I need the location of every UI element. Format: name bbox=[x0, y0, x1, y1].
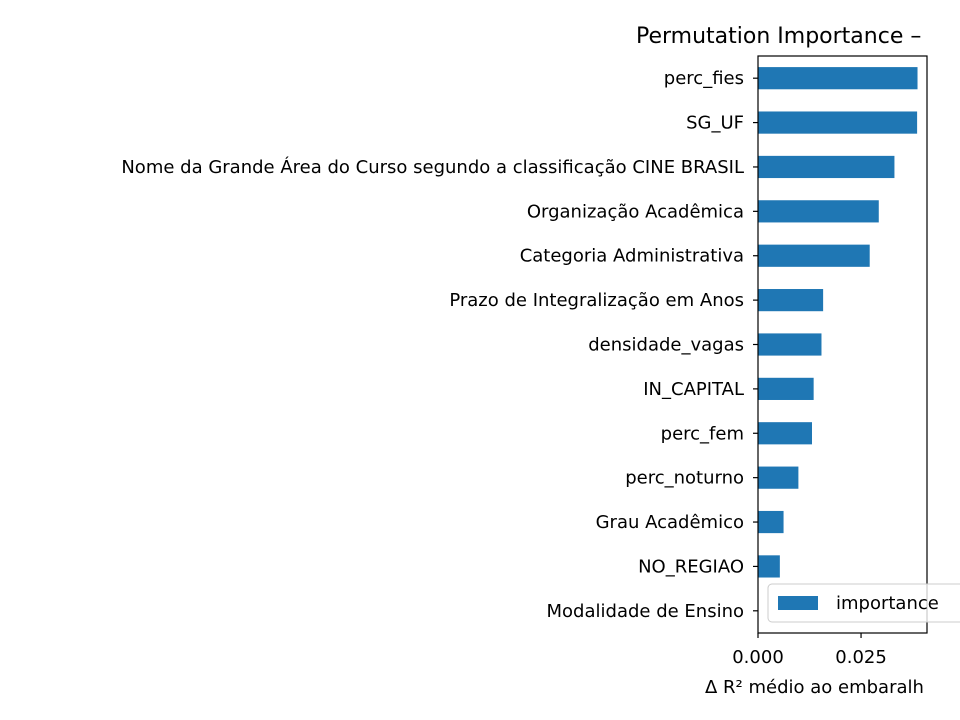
category-label: Prazo de Integralização em Anos bbox=[449, 290, 744, 311]
category-label: NO_REGIAO bbox=[638, 556, 744, 577]
category-label: perc_fem bbox=[661, 423, 744, 444]
x-axis: 0.000 0.025 bbox=[732, 633, 887, 668]
axes-frame bbox=[757, 55, 928, 634]
bars-group bbox=[758, 67, 918, 578]
bar bbox=[758, 244, 870, 267]
category-label: Modalidade de Ensino bbox=[547, 601, 744, 622]
bar bbox=[758, 67, 918, 90]
bar bbox=[758, 155, 895, 179]
y-ticks bbox=[753, 77, 758, 612]
category-label: SG_UF bbox=[686, 113, 744, 134]
bar bbox=[758, 289, 824, 312]
category-labels: perc_fies SG_UF Nome da Grande Área do Cur… bbox=[121, 68, 744, 622]
bar bbox=[758, 333, 822, 356]
category-label: densidade_vagas bbox=[588, 335, 744, 356]
legend-swatch bbox=[778, 596, 818, 610]
x-axis-label: Δ R² médio ao embaralh bbox=[705, 677, 924, 698]
bar bbox=[758, 200, 879, 223]
category-label: IN_CAPITAL bbox=[643, 379, 744, 400]
x-tick-label: 0.000 bbox=[732, 647, 784, 668]
bar bbox=[758, 466, 799, 489]
category-label: Organização Acadêmica bbox=[527, 201, 744, 222]
category-label: perc_fies bbox=[664, 68, 744, 89]
category-label: Grau Acadêmico bbox=[596, 512, 744, 533]
bar bbox=[758, 111, 918, 134]
bar bbox=[758, 510, 784, 534]
bar bbox=[758, 555, 780, 578]
legend-box bbox=[767, 583, 960, 623]
x-tick-label: 0.025 bbox=[835, 647, 887, 668]
category-label: perc_noturno bbox=[625, 468, 744, 489]
bar bbox=[758, 422, 812, 445]
legend: importance bbox=[767, 583, 960, 623]
legend-label: importance bbox=[836, 593, 939, 614]
category-label: Nome da Grande Área do Curso segundo a c… bbox=[121, 156, 744, 178]
chart-title: Permutation Importance – bbox=[636, 24, 921, 49]
category-label: Categoria Administrativa bbox=[520, 246, 744, 267]
bar bbox=[758, 377, 814, 400]
